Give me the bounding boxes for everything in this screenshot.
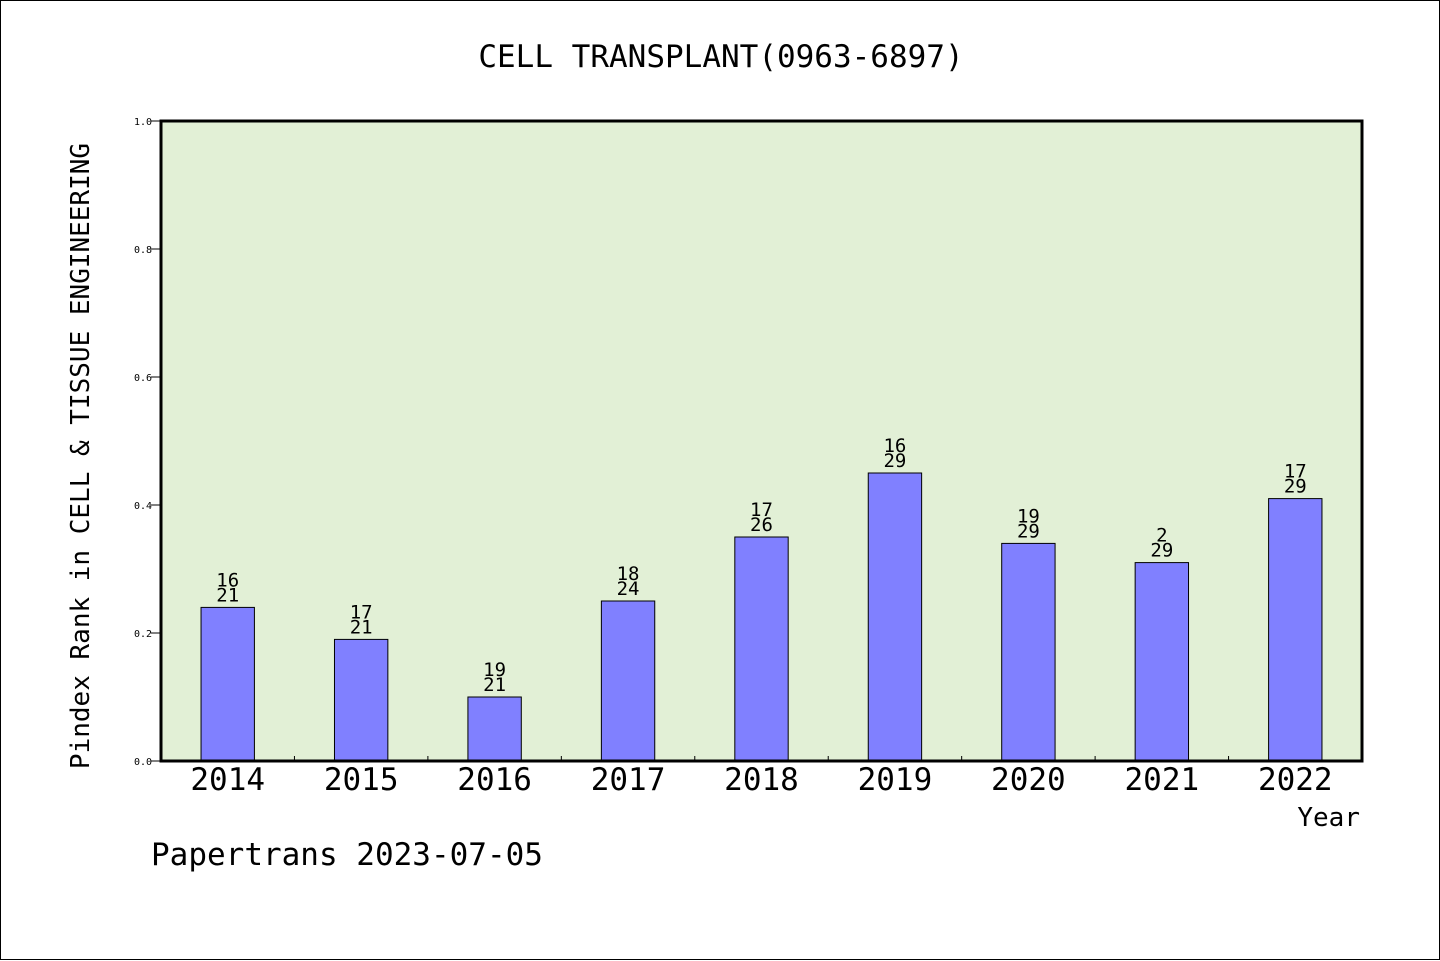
bar-2019 (867, 472, 923, 762)
bar-rank-label: 17 (1284, 461, 1307, 483)
bar-2021 (1134, 562, 1190, 762)
bar-2020 (1001, 542, 1056, 762)
x-tick-label: 2021 (1125, 762, 1200, 798)
bar-total-label: 21 (483, 674, 506, 696)
bar-total-label: 24 (617, 578, 640, 600)
x-axis-label: Year (1297, 803, 1360, 833)
bar-2016 (467, 696, 522, 762)
x-tick-label: 2017 (591, 762, 666, 798)
bar-2015 (333, 638, 389, 762)
bar-2014 (200, 606, 255, 762)
bar-2017 (600, 600, 656, 762)
bar-total-label: 29 (1017, 520, 1040, 542)
bar-rank-label: 16 (883, 435, 906, 457)
y-axis-label: Pindex Rank in CELL & TISSUE ENGINEERING (66, 143, 96, 769)
y-tick-label: 0.6 (134, 373, 152, 384)
bar-total-label: 29 (1150, 540, 1173, 562)
y-tick-label: 1.0 (134, 117, 152, 128)
bar-rank-label: 17 (750, 499, 773, 521)
y-tick-label: 0.4 (134, 501, 152, 512)
x-tick-label: 2019 (858, 762, 933, 798)
y-tick-label: 0.0 (134, 757, 152, 768)
bar-rank-label: 2 (1156, 525, 1167, 547)
bars (200, 472, 1323, 762)
x-tick-label: 2020 (991, 762, 1066, 798)
x-tick-label: 2015 (324, 762, 399, 798)
x-axis: 2014 2015 2016 2017 2018 2019 2020 2021 2022 (190, 756, 1333, 798)
bar-rank-label: 18 (617, 563, 640, 585)
y-tick-label: 0.8 (134, 245, 152, 256)
bar-rank-label: 19 (483, 659, 506, 681)
y-axis: 0.0 0.2 0.4 0.6 0.8 1.0 (134, 117, 161, 768)
bar-total-label: 26 (750, 514, 773, 536)
x-tick-label: 2016 (457, 762, 532, 798)
bar-total-label: 21 (350, 616, 373, 638)
bar-rank-label: 19 (1017, 505, 1040, 527)
bar-rank-label: 17 (350, 601, 373, 623)
plot-border (159, 119, 1364, 763)
x-tick-label: 2022 (1258, 762, 1333, 798)
bar-2022 (1268, 498, 1323, 762)
x-tick-label: 2014 (190, 762, 265, 798)
bar-rank-label: 16 (216, 569, 239, 591)
y-tick-label: 0.2 (134, 629, 152, 640)
x-tick-label: 2018 (724, 762, 799, 798)
footer-credit: Papertrans 2023-07-05 (151, 837, 543, 873)
bar-2018 (734, 536, 789, 762)
chart-title: CELL TRANSPLANT(0963-6897) (478, 39, 963, 75)
bar-total-label: 21 (216, 584, 239, 606)
bar-total-label: 29 (883, 450, 906, 472)
bar-total-label: 29 (1284, 476, 1307, 498)
